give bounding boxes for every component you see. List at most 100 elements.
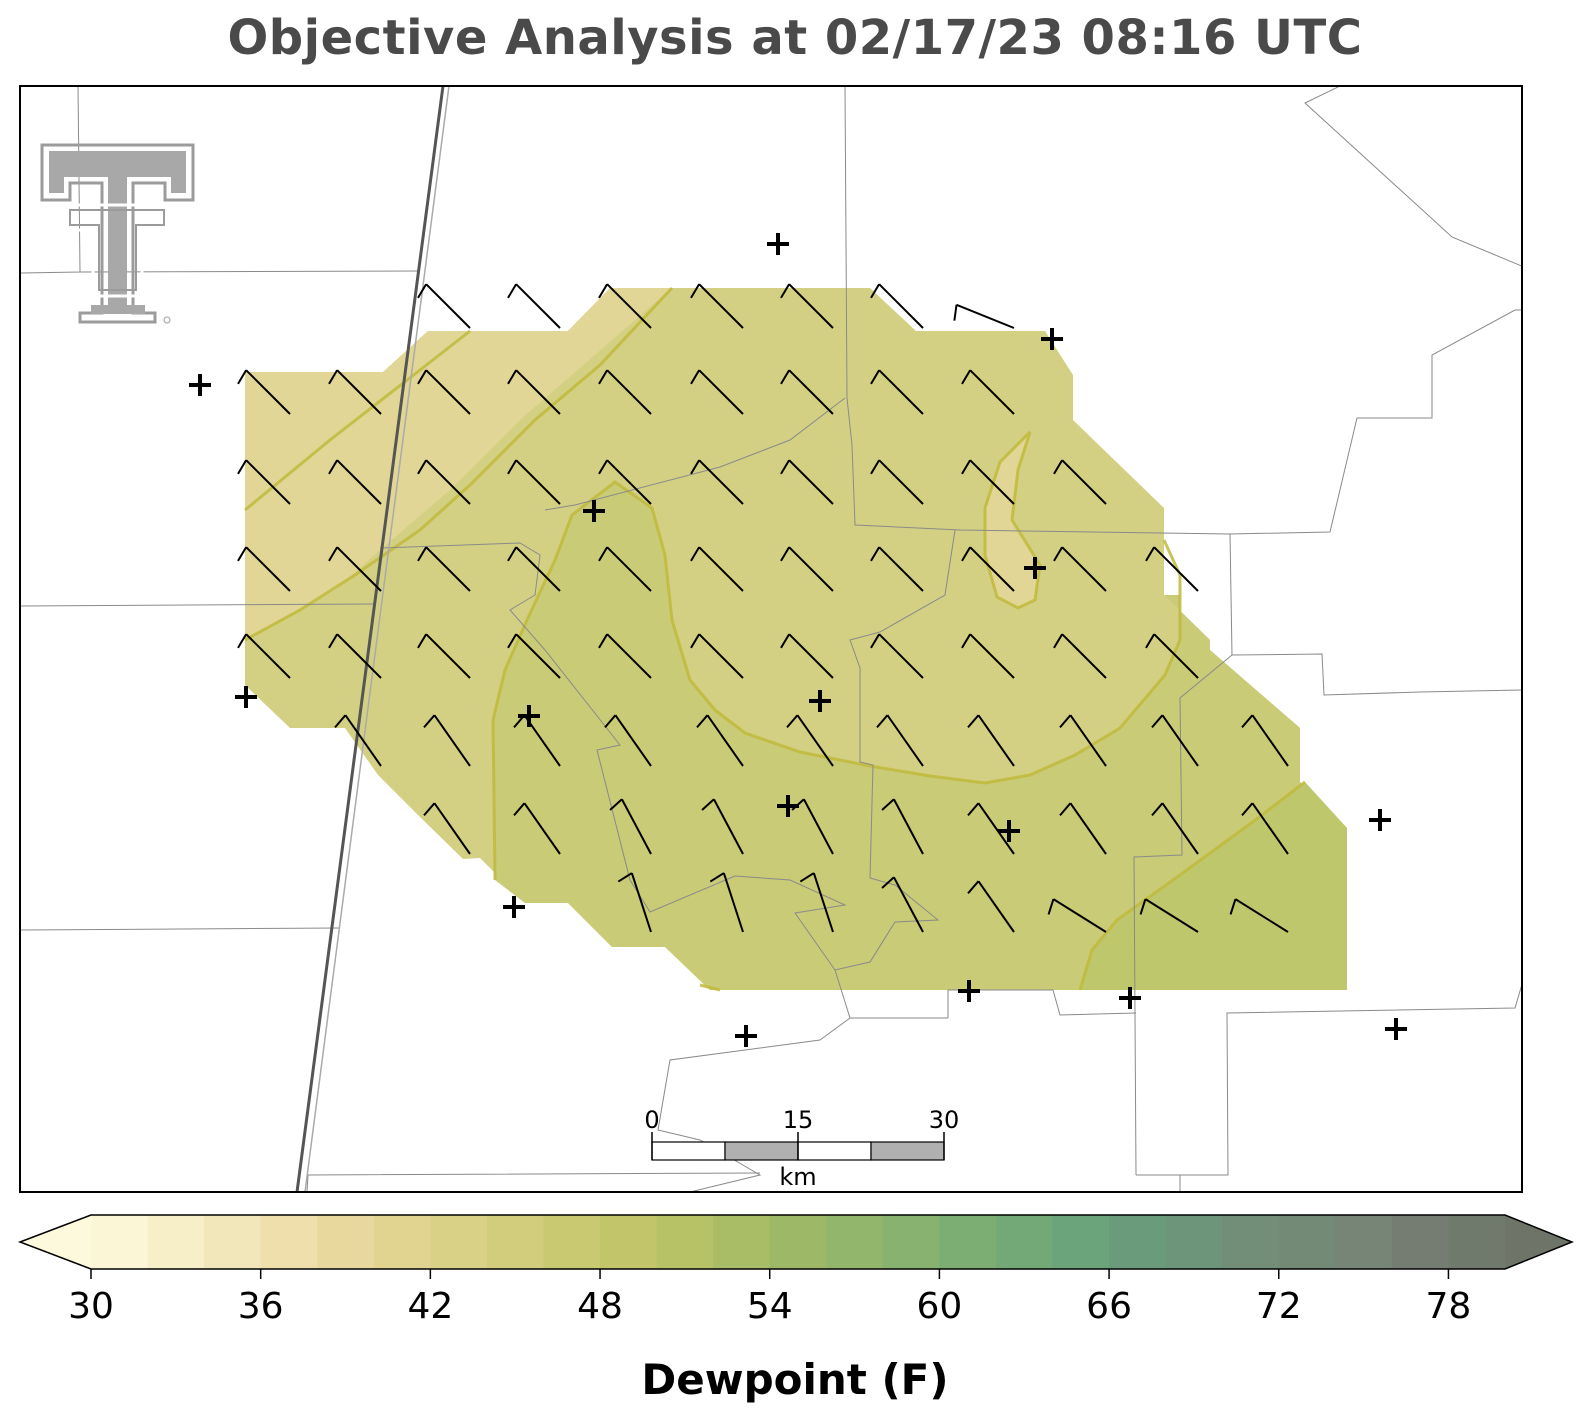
colorbar-bin — [204, 1215, 262, 1269]
colorbar-bin — [373, 1215, 431, 1269]
wind-barb-staff — [698, 459, 744, 505]
colorbar-bin — [769, 1215, 827, 1269]
colorbar-tick-label: 30 — [68, 1286, 114, 1327]
scale-unit: km — [779, 1163, 816, 1191]
wind-barb-flag — [870, 633, 881, 649]
wind-barb-staff — [336, 633, 382, 679]
wind-barb-staff — [245, 633, 291, 679]
wind-barb-flag — [1139, 898, 1147, 915]
wind-barb-staff — [698, 369, 744, 415]
wind-barb-staff — [606, 283, 652, 329]
colorbar-bins — [91, 1215, 1506, 1269]
wind-barb-flag — [961, 459, 972, 475]
colorbar-bin — [486, 1215, 545, 1269]
wind-barb-staff — [698, 283, 744, 329]
wind-barb-staff — [977, 802, 1015, 855]
wind-barb-staff — [969, 459, 1015, 505]
wind-barb-staff — [433, 714, 471, 767]
wind-barb-flag — [507, 283, 518, 299]
wind-barb-flag — [423, 802, 436, 816]
colorbar-bin — [543, 1215, 601, 1269]
wind-barb-flag — [870, 283, 881, 299]
wind-barb-flag — [1053, 633, 1064, 649]
wind-barb-flag — [690, 369, 701, 385]
colorbar-tick-label: 60 — [916, 1286, 962, 1327]
wind-barb-flag — [696, 714, 709, 728]
wind-barb-staff — [956, 303, 1015, 329]
wind-barb-staff — [515, 546, 561, 592]
wind-barb-staff — [515, 283, 561, 329]
wind-barb-flag — [617, 872, 633, 883]
wind-barb-flag — [953, 304, 958, 321]
wind-barb-flag — [328, 459, 339, 475]
wind-barb-flag — [1145, 633, 1156, 649]
colorbar-tick-label: 42 — [407, 1286, 453, 1327]
wind-barb-staff — [878, 546, 924, 592]
colorbar-extend-high — [1505, 1215, 1572, 1269]
colorbar-bin — [1335, 1215, 1393, 1269]
wind-barb-flag — [690, 633, 701, 649]
wind-barb-flag — [967, 802, 980, 816]
colorbar-bin — [260, 1215, 318, 1269]
wind-barb-staff — [706, 714, 744, 767]
texas-tech-logo — [40, 143, 195, 324]
wind-barb-staff — [803, 798, 834, 855]
contour-west — [244, 329, 471, 512]
colorbar-bin — [147, 1215, 205, 1269]
wind-barb-flag — [1151, 714, 1164, 728]
wind-barb-flag — [328, 633, 339, 649]
wind-barb-staff — [1069, 802, 1107, 855]
colorbar-extend-low — [20, 1215, 91, 1269]
colorbar-bin — [1052, 1215, 1110, 1269]
colorbar-bin — [1165, 1215, 1223, 1269]
wind-barb-staff — [425, 459, 471, 505]
wind-barb-staff — [812, 872, 834, 933]
wind-barb-staff — [425, 546, 471, 592]
wind-barbs — [237, 283, 1289, 933]
wind-barb-flag — [334, 714, 347, 728]
wind-barb-flag — [690, 546, 701, 562]
scale-label-0: 0 — [644, 1106, 659, 1134]
state-boundary — [295, 87, 450, 1191]
wind-barb-staff — [1061, 546, 1107, 592]
scale-label-15: 15 — [783, 1106, 814, 1134]
wind-barb-staff — [788, 283, 834, 329]
wind-barb-staff — [425, 283, 471, 329]
wind-barb-staff — [1061, 633, 1107, 679]
wind-barb-staff — [606, 459, 652, 505]
wind-barb-flag — [780, 546, 791, 562]
contour-southeast — [1078, 780, 1306, 991]
wind-barb-staff — [1161, 714, 1199, 767]
scale-bar: 0 15 30 km — [644, 1106, 959, 1191]
county-lines — [21, 87, 1521, 1191]
wind-barb-staff — [523, 802, 561, 855]
wind-barb-flag — [1241, 802, 1254, 816]
wind-barb-flag — [690, 459, 701, 475]
wind-barb-flag — [961, 369, 972, 385]
wind-barb-flag — [507, 546, 518, 562]
wind-barb-staff — [344, 714, 382, 767]
scale-label-30: 30 — [929, 1106, 960, 1134]
wind-barb-flag — [1151, 802, 1164, 816]
wind-barb-flag — [417, 459, 428, 475]
wind-barb-staff — [878, 369, 924, 415]
wind-barb-staff — [425, 633, 471, 679]
wind-barb-staff — [630, 872, 652, 933]
wind-barb-staff — [1251, 802, 1289, 855]
wind-barb-flag — [870, 369, 881, 385]
wind-barb-flag — [690, 283, 701, 299]
wind-barb-staff — [788, 369, 834, 415]
colorbar-bin — [1391, 1215, 1450, 1269]
wind-barb-staff — [336, 546, 382, 592]
colorbar-tick-label: 72 — [1256, 1286, 1302, 1327]
dewpoint-region-dry-pocket — [985, 432, 1040, 608]
wind-barb-flag — [1059, 802, 1072, 816]
wind-barb-flag — [780, 283, 791, 299]
wind-barb-staff — [614, 714, 652, 767]
wind-barb-staff — [1153, 633, 1199, 679]
wind-barb-flag — [598, 459, 609, 475]
wind-barb-flag — [237, 633, 248, 649]
wind-barb-staff — [245, 459, 291, 505]
wind-barb-staff — [788, 459, 834, 505]
wind-barb-staff — [1144, 898, 1199, 933]
